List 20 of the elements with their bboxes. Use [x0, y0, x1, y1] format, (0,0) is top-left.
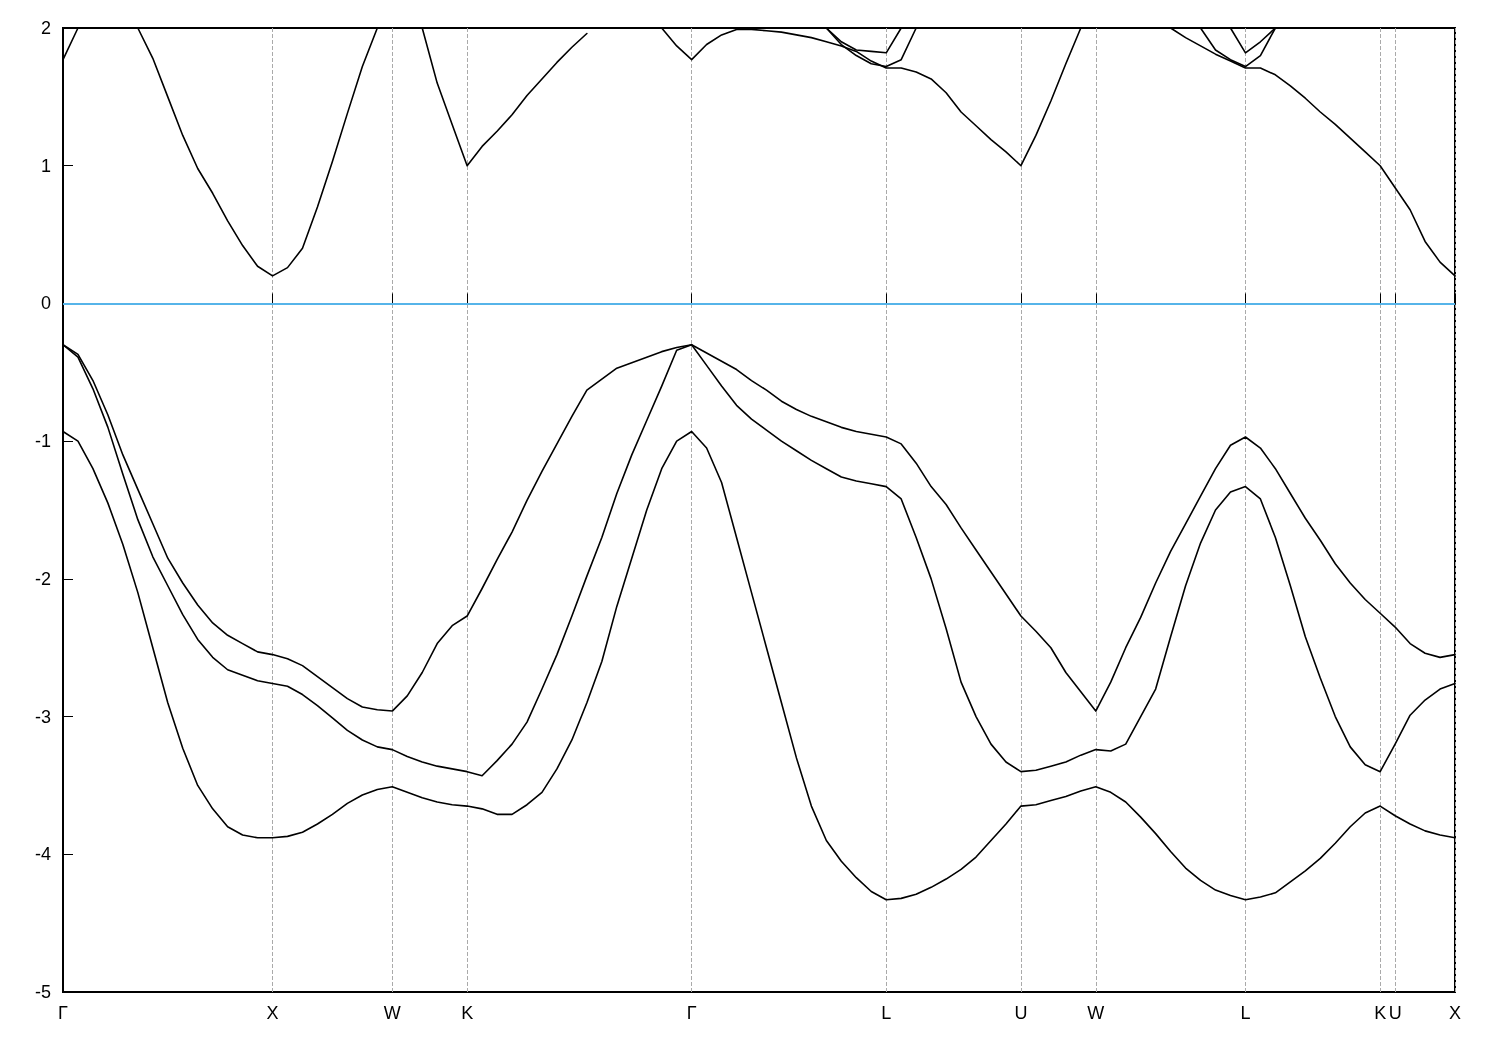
x-tick-label: Γ	[686, 1003, 697, 1023]
x-tick-label: L	[881, 1003, 892, 1023]
x-tick-label: L	[1240, 1003, 1251, 1023]
y-tick-label: -3	[34, 706, 51, 727]
y-tick-label: 1	[40, 155, 51, 176]
x-tick-label: U	[1388, 1003, 1402, 1023]
x-tick-label: W	[383, 1003, 401, 1023]
y-tick-label: -4	[34, 844, 51, 865]
y-tick-label: 2	[40, 18, 51, 38]
x-tick-label: Γ	[58, 1003, 69, 1023]
x-tick-label: X	[1448, 1003, 1462, 1023]
x-tick-label: X	[266, 1003, 279, 1023]
y-tick-label: -2	[34, 568, 51, 589]
x-tick-label: K	[1374, 1003, 1387, 1023]
x-tick-label: K	[461, 1003, 474, 1023]
y-tick-label: 0	[40, 293, 51, 314]
y-tick-label: -1	[34, 431, 51, 452]
x-tick-label: U	[1014, 1003, 1028, 1023]
x-tick-label: W	[1087, 1003, 1105, 1023]
y-tick-label: -5	[34, 982, 51, 1002]
